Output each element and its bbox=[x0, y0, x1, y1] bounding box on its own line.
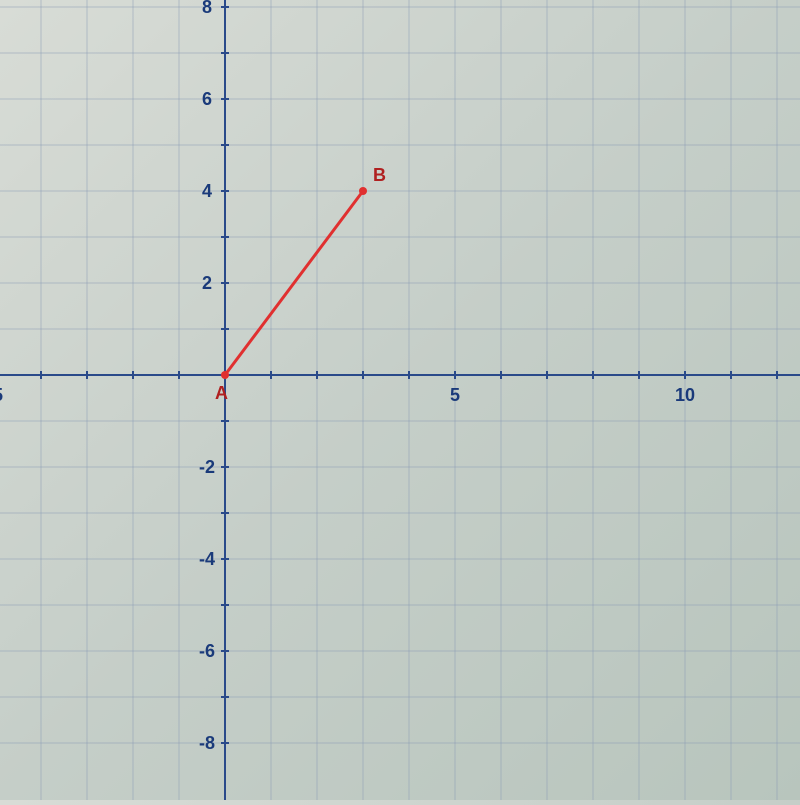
y-tick-label: -2 bbox=[199, 457, 215, 477]
graph-svg: -55108642-2-4-6-8 AB bbox=[0, 0, 800, 800]
y-tick-label: -6 bbox=[199, 641, 215, 661]
y-tick-label: 2 bbox=[202, 273, 212, 293]
x-tick-label: 10 bbox=[675, 385, 695, 405]
point-label-b: B bbox=[373, 165, 386, 185]
point-a bbox=[221, 371, 229, 379]
points-layer: AB bbox=[215, 165, 386, 403]
point-b bbox=[359, 187, 367, 195]
y-tick-label: 6 bbox=[202, 89, 212, 109]
coordinate-graph: -55108642-2-4-6-8 AB bbox=[0, 0, 800, 800]
x-tick-label: 5 bbox=[450, 385, 460, 405]
y-tick-label: -8 bbox=[199, 733, 215, 753]
y-tick-label: 4 bbox=[202, 181, 212, 201]
x-tick-label: -5 bbox=[0, 385, 3, 405]
ticks-layer: -5 5 10 8 6 4 2 -2 -4 -6 -8 bbox=[0, 0, 695, 753]
point-label-a: A bbox=[215, 383, 228, 403]
y-tick-label: -4 bbox=[199, 549, 215, 569]
y-tick-label: 8 bbox=[202, 0, 212, 17]
